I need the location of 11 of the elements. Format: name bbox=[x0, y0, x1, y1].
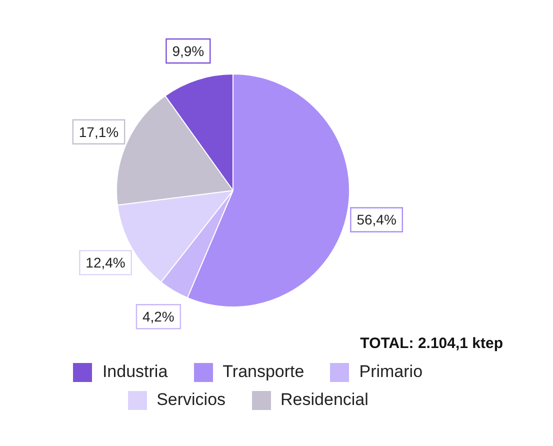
legend-label: Residencial bbox=[280, 390, 368, 410]
text: TOTAL: 2.104,1 ktep bbox=[360, 335, 503, 352]
legend-label: Primario bbox=[359, 362, 423, 382]
legend-label: Industria bbox=[102, 362, 168, 382]
data-label: 12,4% bbox=[86, 254, 126, 271]
data-label: 4,2% bbox=[142, 308, 174, 324]
data-label: 56,4% bbox=[356, 212, 396, 228]
legend-label: Servicios bbox=[156, 390, 226, 410]
data-label: 17,1% bbox=[78, 124, 119, 140]
legend-label: Transporte bbox=[222, 362, 304, 382]
data-label: 9,9% bbox=[172, 42, 204, 59]
